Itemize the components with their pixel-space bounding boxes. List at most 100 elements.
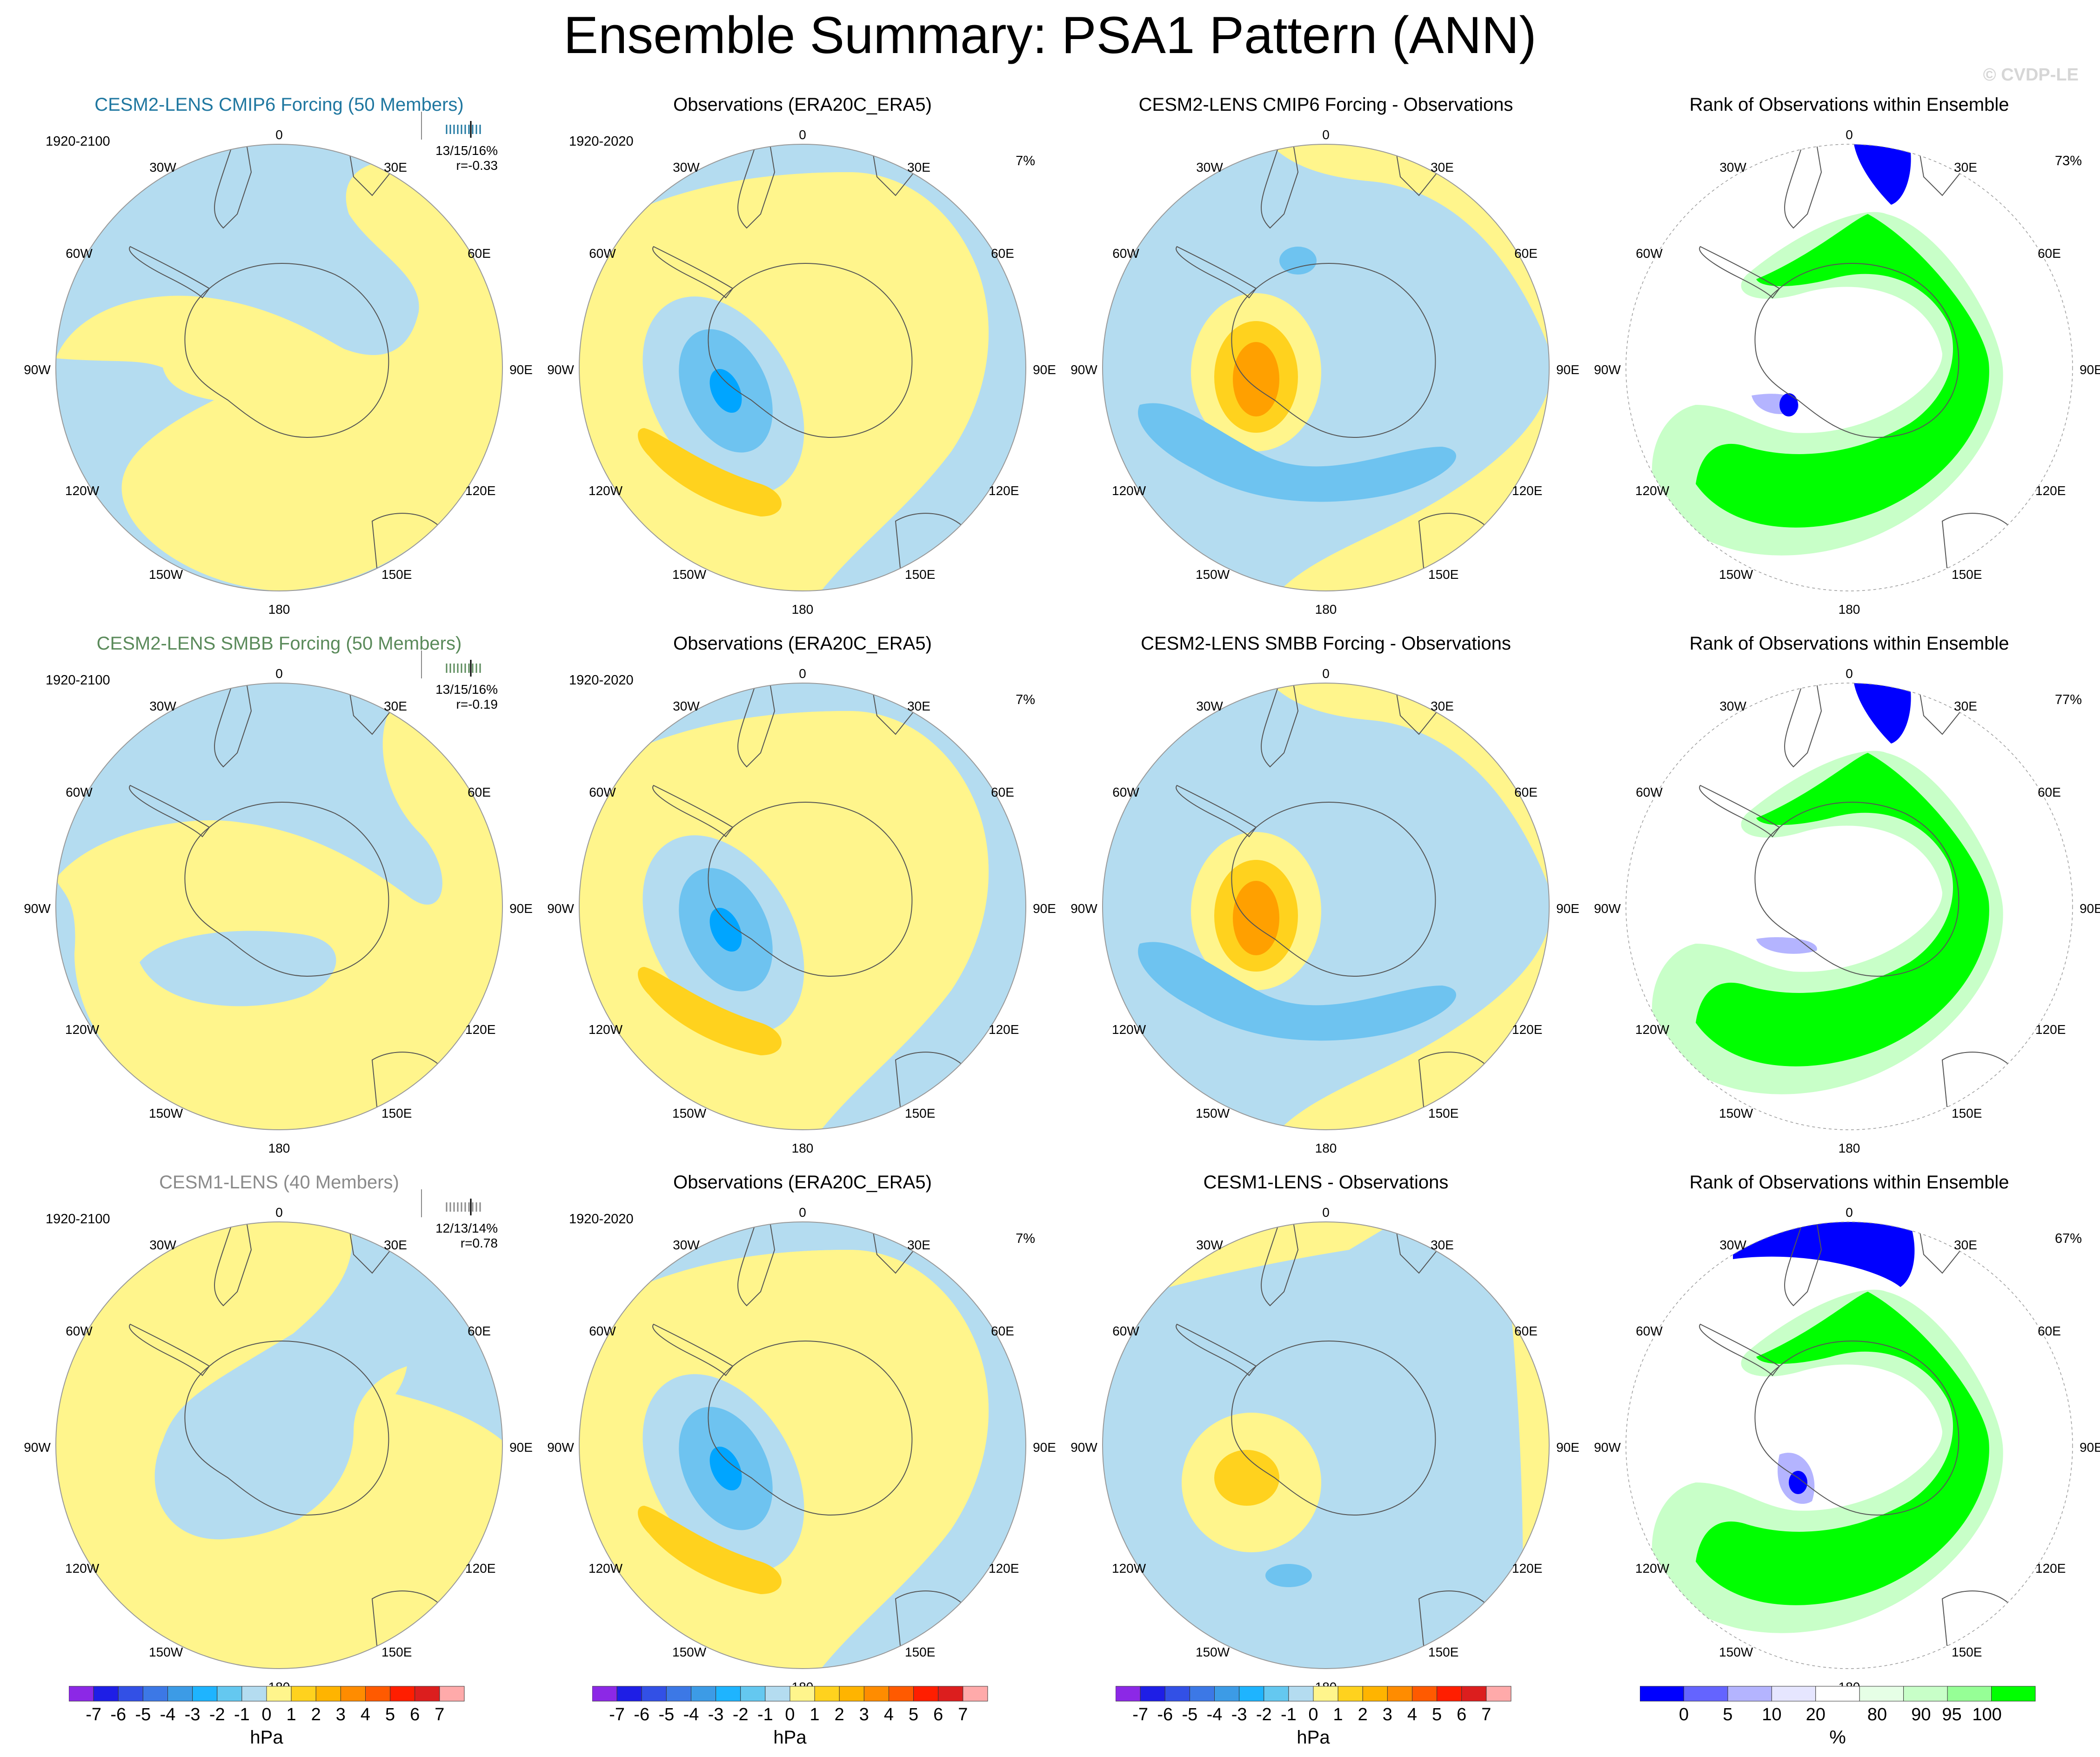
map-border [1102,144,1550,591]
map-border [579,683,1026,1130]
lon-label-lon_top: 0 [1322,127,1330,142]
lon-label-e150: 150E [1952,1106,1982,1120]
colorbar-swatch [1140,1686,1165,1702]
lon-label-e30: 30E [907,160,930,174]
lon-label-e120: 120E [1512,483,1543,498]
colorbar-tick: 4 [1407,1705,1418,1724]
panel-title: Rank of Observations within Ensemble [1689,633,2009,654]
map-obs [579,1221,1026,1669]
colorbar-tick: -3 [184,1705,201,1724]
colorbar-swatches [69,1686,465,1702]
lon-label-e150: 150E [1952,567,1982,582]
lon-label-w30: 30W [673,699,700,713]
lon-label-w30: 30W [1719,699,1746,713]
colorbar-hpa: -7 -6 -5 -4 -3 -2 -1 0 1 2 3 4 5 6 7 hPa [69,1684,478,1754]
lon-label-e30: 30E [1431,1238,1454,1252]
panel-diff-row-1: CESM2-LENS CMIP6 Forcing - Observations 0… [1065,93,1586,631]
colorbar-tick: 0 [1308,1705,1318,1724]
panel-diff-row-2: CESM2-LENS SMBB Forcing - Observations 0 1… [1065,632,1586,1170]
lon-label-w150: 150W [672,1645,707,1659]
lon-label-e150: 150E [381,567,412,582]
colorbar-swatch [1116,1686,1141,1702]
colorbar-tick: -1 [757,1705,773,1724]
colorbar-tick: -6 [110,1705,127,1724]
colorbar-swatch [142,1686,168,1702]
variance-stats: 13/15/16% [435,143,498,158]
colorbar-swatch [839,1686,864,1702]
colorbar-tick: 100 [1972,1705,2002,1724]
lon-label-e120: 120E [989,1022,1019,1037]
lon-label-w30: 30W [1719,1238,1746,1252]
map-border [55,683,503,1130]
lon-label-e30: 30E [384,699,407,713]
map-border [1625,1221,2073,1669]
lon-label-e120: 120E [2035,1022,2066,1037]
percent-label: 7% [1016,154,1035,168]
lon-label-e90: 90E [509,362,533,377]
colorbar-swatch [666,1686,691,1702]
colorbar-swatch [390,1686,415,1702]
colorbar-tick: -5 [658,1705,675,1724]
lon-label-w30: 30W [1196,160,1223,174]
lon-label-lon_bottom: 180 [1315,602,1337,617]
lon-label-w150: 150W [1196,567,1230,582]
lon-label-e90: 90E [1033,901,1056,916]
colorbar-swatch [1412,1686,1438,1702]
lon-label-lon_top: 0 [275,127,283,142]
panel-model-row-3: CESM1-LENS (40 Members) 1920-2100 12/13/14… [19,1171,540,1709]
colorbar-swatch [1947,1686,1992,1702]
lon-label-w30: 30W [673,160,700,174]
colorbar-swatch [291,1686,316,1702]
lon-label-e60: 60E [1514,1324,1538,1338]
lon-label-w90: 90W [547,901,574,916]
colorbar-swatch [1727,1686,1772,1702]
colorbar-unit: % [1829,1727,1846,1748]
lon-label-e150: 150E [1428,1645,1459,1659]
lon-label-e120: 120E [1512,1022,1543,1037]
lon-label-e30: 30E [1954,160,1977,174]
lon-label-e30: 30E [907,699,930,713]
lon-label-e60: 60E [2038,1324,2061,1338]
colorbar-swatch [1640,1686,1684,1702]
colorbar-tick: -4 [160,1705,176,1724]
colorbar-swatch [765,1686,790,1702]
lon-label-lon_top: 0 [1322,1205,1330,1220]
lon-label-lon_top: 0 [799,1205,806,1220]
colorbar-tick: 0 [1679,1705,1689,1724]
lon-label-e30: 30E [1431,699,1454,713]
colorbar-swatch [814,1686,840,1702]
colorbar-swatch [69,1686,94,1702]
colorbar-tick: -4 [1206,1705,1223,1724]
lon-label-w60: 60W [1112,1324,1139,1338]
lon-label-w120: 120W [1635,483,1670,498]
map-border [1625,144,2073,591]
colorbar-swatch [217,1686,242,1702]
variance-stats: 12/13/14% [435,1221,498,1235]
lon-label-e30: 30E [1954,1238,1977,1252]
lon-label-w120: 120W [589,1561,623,1576]
panel-title: CESM1-LENS (40 Members) [159,1172,399,1193]
lon-label-w120: 120W [1112,1022,1146,1037]
colorbar-swatch [641,1686,667,1702]
lon-label-e90: 90E [1556,362,1579,377]
percent-label: 67% [2054,1231,2082,1246]
lon-label-w120: 120W [1635,1022,1670,1037]
colorbar-swatch [93,1686,119,1702]
lon-label-e60: 60E [468,785,491,799]
colorbar-swatch [1214,1686,1240,1702]
lon-label-e60: 60E [2038,785,2061,799]
lon-label-lon_top: 0 [275,666,283,681]
colorbar-swatch [439,1686,465,1702]
colorbar-swatch [1859,1686,1904,1702]
lon-label-e90: 90E [1033,362,1056,377]
colorbar-swatch [266,1686,292,1702]
colorbar-swatch [167,1686,193,1702]
percent-label: 77% [2054,692,2082,707]
lon-label-w30: 30W [1196,699,1223,713]
colorbar-tick: 3 [335,1705,346,1724]
lon-label-e150: 150E [905,567,936,582]
colorbar-tick: 1 [286,1705,296,1724]
colorbar-hpa: -7 -6 -5 -4 -3 -2 -1 0 1 2 3 4 5 6 7 hPa [592,1684,1002,1754]
lon-label-w150: 150W [672,567,707,582]
pattern-correlation: r=-0.33 [456,158,498,173]
